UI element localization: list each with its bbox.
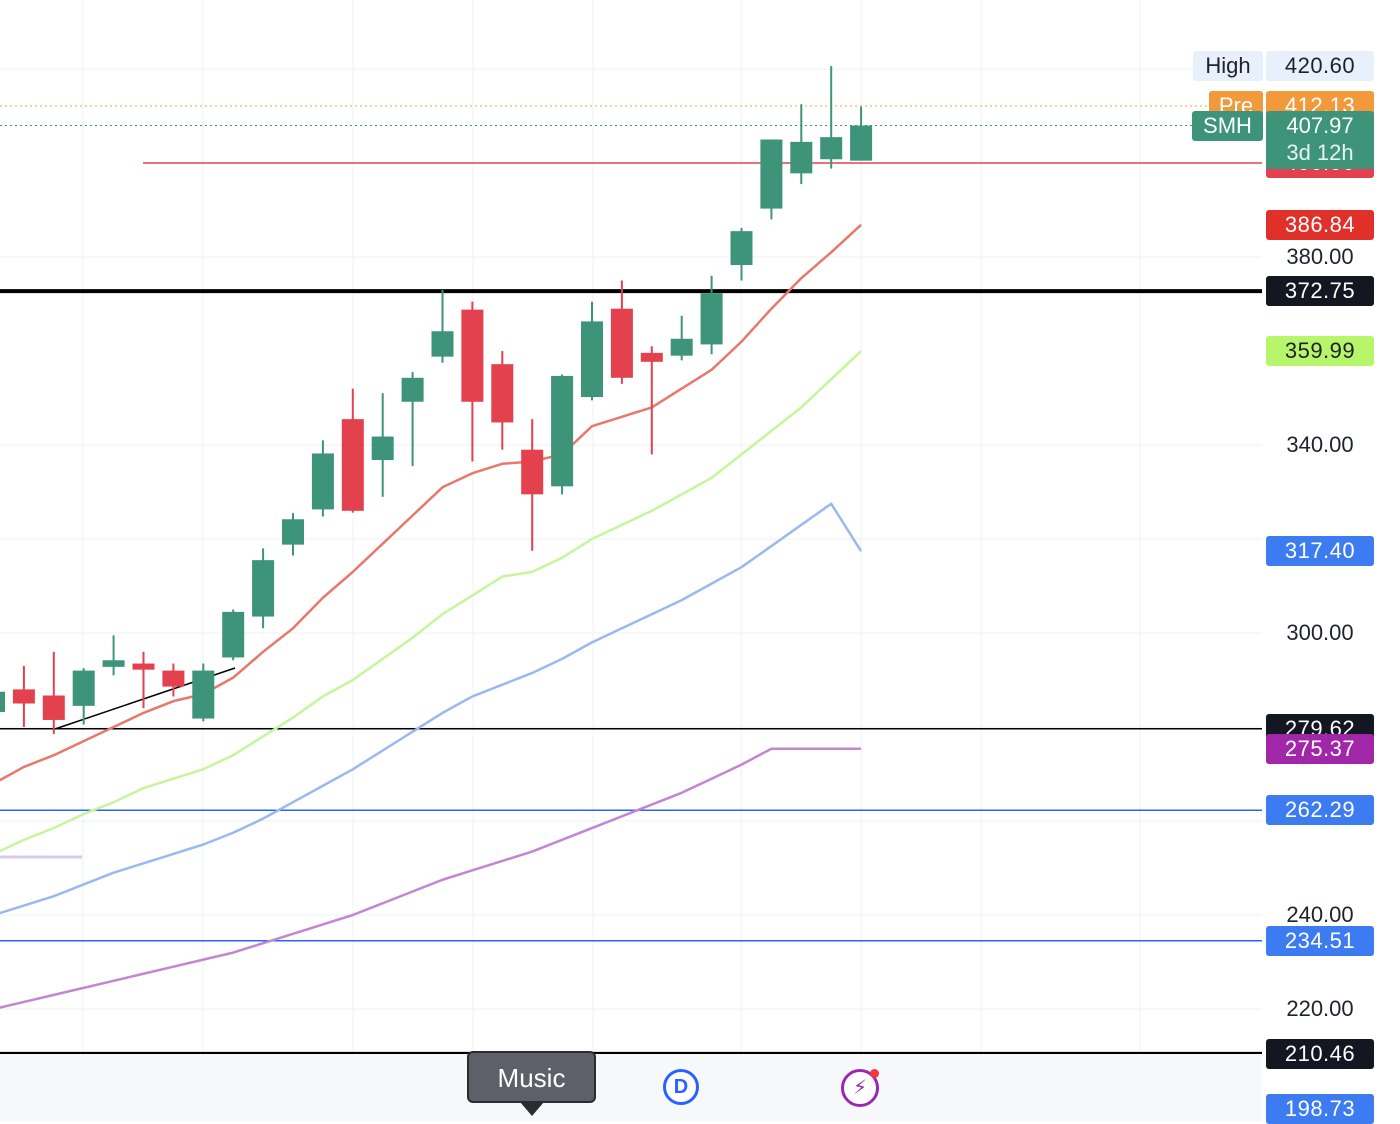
price-tick-3: 240.00 bbox=[1286, 902, 1354, 927]
candle-body-22 bbox=[640, 352, 663, 362]
music-tooltip: Music bbox=[467, 1051, 596, 1103]
events-strip bbox=[0, 1054, 1262, 1121]
candle-body-6 bbox=[162, 670, 185, 687]
candle-body-11 bbox=[311, 453, 334, 510]
candle-body-14 bbox=[401, 377, 424, 402]
price-label-4: 317.40 bbox=[1266, 536, 1374, 566]
ma20-line bbox=[0, 350, 862, 853]
candle-body-4 bbox=[102, 660, 125, 667]
candle-body-27 bbox=[790, 141, 813, 174]
price-label-8: 234.51 bbox=[1266, 926, 1374, 956]
price-label-3: 359.99 bbox=[1266, 336, 1374, 366]
high-value: 420.60 bbox=[1266, 51, 1374, 81]
candle-body-12 bbox=[341, 419, 364, 511]
symbol-tag: SMH bbox=[1192, 111, 1263, 141]
candle-body-10 bbox=[282, 519, 304, 545]
price-label-6: 275.37 bbox=[1266, 734, 1374, 764]
price-label-10: 198.73 bbox=[1266, 1094, 1374, 1124]
candle-body-26 bbox=[760, 139, 783, 209]
price-tick-2: 300.00 bbox=[1286, 620, 1354, 645]
candle-body-7 bbox=[192, 670, 215, 719]
scrollbar-gutter bbox=[1382, 0, 1400, 1121]
candle-body-5 bbox=[132, 663, 155, 670]
candle-body-16 bbox=[461, 309, 484, 402]
high-tag: High bbox=[1193, 51, 1263, 81]
ma10-line bbox=[0, 223, 862, 782]
price-tick-1: 340.00 bbox=[1286, 432, 1354, 457]
candle-body-21 bbox=[610, 308, 633, 378]
candle-body-13 bbox=[371, 436, 394, 461]
bar-countdown: 3d 12h bbox=[1286, 140, 1354, 165]
candle-body-15 bbox=[431, 331, 454, 357]
candle-body-28 bbox=[820, 137, 843, 160]
candle-body-1 bbox=[12, 689, 35, 704]
candle-body-19 bbox=[551, 375, 574, 487]
dividend-icon[interactable]: D bbox=[663, 1069, 699, 1105]
candle-body-20 bbox=[581, 321, 603, 398]
price-label-7: 262.29 bbox=[1266, 795, 1374, 825]
tooltip-arrow bbox=[520, 1102, 544, 1116]
candle-body-24 bbox=[700, 293, 723, 345]
price-label-1: 386.84 bbox=[1266, 210, 1374, 240]
candle-body-0 bbox=[0, 691, 5, 712]
notification-dot bbox=[870, 1069, 879, 1078]
last-price-value: 407.97 bbox=[1286, 113, 1354, 138]
candle-body-23 bbox=[670, 338, 693, 356]
candle-body-2 bbox=[42, 695, 65, 720]
ma50-line bbox=[0, 502, 863, 915]
candle-body-3 bbox=[72, 670, 95, 706]
price-label-2: 372.75 bbox=[1266, 276, 1374, 306]
ma100-line bbox=[0, 747, 862, 1009]
candle-body-9 bbox=[252, 560, 275, 617]
price-tick-4: 220.00 bbox=[1286, 996, 1354, 1021]
candle-body-18 bbox=[521, 449, 544, 495]
last-price-box bbox=[1266, 111, 1374, 169]
candle-body-25 bbox=[730, 231, 753, 265]
price-label-9: 210.46 bbox=[1266, 1039, 1374, 1069]
candle-body-8 bbox=[222, 611, 245, 658]
candle-body-29 bbox=[850, 125, 873, 161]
price-tick-0: 380.00 bbox=[1286, 244, 1354, 269]
candle-body-17 bbox=[491, 364, 514, 423]
